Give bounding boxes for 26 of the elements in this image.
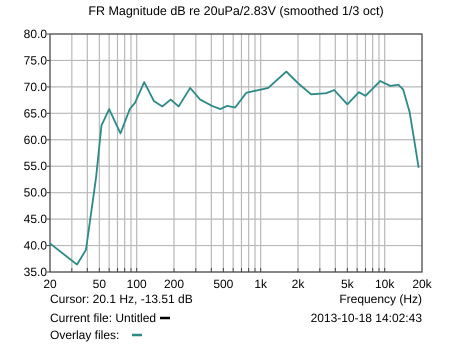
- y-tick-label: 65.0: [24, 106, 48, 120]
- x-tick-label: 200: [164, 277, 184, 291]
- y-tick-label: 40.0: [24, 238, 48, 253]
- x-tick-label: 500: [213, 277, 234, 291]
- y-tick-label: 50.0: [24, 186, 48, 200]
- text: Current file: Untitled: [50, 311, 156, 325]
- x-tick-label: 20k: [412, 277, 433, 291]
- y-tick-label: 70.0: [24, 80, 48, 94]
- chart-title: FR Magnitude dB re 20uPa/2.83V (smoothed 1/3 oct): [88, 4, 384, 18]
- text: Cursor: 20.1 Hz, -13.51 dB: [50, 292, 193, 306]
- x-tick-label: 20: [43, 277, 57, 291]
- text: 2013-10-18 14:02:43: [310, 311, 422, 325]
- x-tick-label: 2k: [292, 277, 306, 291]
- x-tick-label: 5k: [341, 277, 355, 291]
- y-tick-label: 60.0: [24, 132, 48, 147]
- y-tick-label: 35.0: [24, 265, 48, 279]
- x-tick-label: 1k: [254, 277, 268, 291]
- y-tick-label: 45.0: [24, 212, 48, 226]
- x-axis-title: Frequency (Hz): [339, 292, 422, 306]
- y-tick-label: 80.0: [24, 27, 48, 41]
- y-tick-label: 55.0: [24, 159, 48, 174]
- text: Overlay files:: [50, 328, 120, 342]
- x-tick-label: 50: [92, 277, 106, 291]
- x-tick-label: 10k: [374, 277, 396, 291]
- y-tick-label: 75.0: [24, 53, 48, 68]
- x-tick-label: 100: [126, 277, 148, 291]
